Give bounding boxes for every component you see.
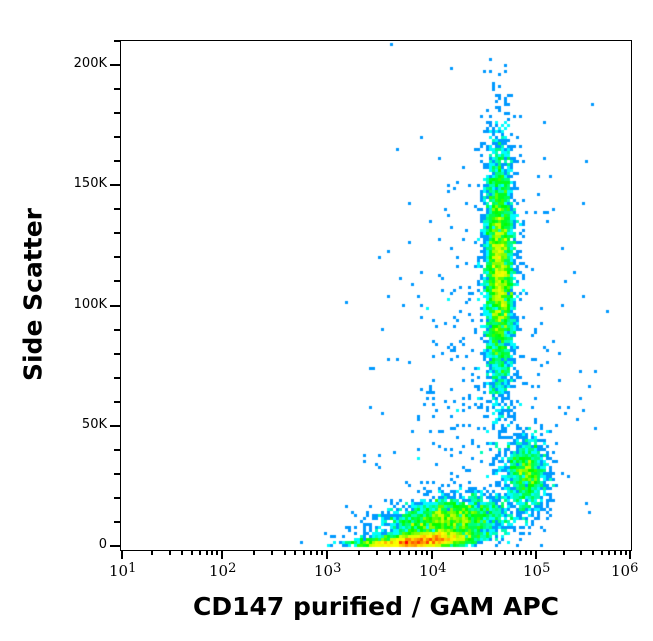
x-major-tick [121,551,123,559]
x-minor-tick [181,551,184,555]
y-minor-tick [114,400,120,403]
y-minor-tick [114,520,120,523]
y-minor-tick [114,496,120,499]
x-minor-tick [511,551,514,555]
x-tick-base: 10 [611,562,631,580]
y-major-tick [110,424,120,427]
x-minor-tick [271,551,274,555]
x-minor-tick [376,551,379,555]
y-major-tick [110,545,120,547]
x-tick-exponent: 5 [542,561,551,576]
y-tick-label: 0 [98,537,107,552]
x-tick-exponent: 3 [333,561,342,576]
x-minor-tick [420,551,423,555]
x-minor-tick [579,551,582,555]
x-tick-label: 105 [523,561,551,580]
x-minor-tick [168,551,171,555]
y-minor-tick [114,136,120,139]
y-tick-label: 200K [73,56,107,71]
x-tick-label: 101 [109,561,137,580]
x-tick-exponent: 4 [438,561,447,576]
y-minor-tick [114,376,120,379]
y-minor-tick [114,352,120,355]
x-minor-tick [591,551,594,555]
x-minor-tick [608,551,611,555]
y-tick-label: 50K [81,416,107,432]
x-minor-tick [614,551,617,555]
x-tick-exponent: 6 [630,561,639,576]
x-minor-tick [480,551,483,555]
x-minor-tick [252,551,255,555]
x-minor-tick [294,551,297,555]
x-minor-tick [524,551,527,555]
x-tick-label: 106 [611,561,639,580]
y-minor-tick [114,280,120,283]
x-tick-base: 10 [109,562,129,580]
y-major-tick [110,184,120,187]
x-minor-tick [211,551,214,555]
x-minor-tick [407,551,410,555]
density-plot-area [120,40,632,551]
y-minor-tick [114,232,120,235]
x-minor-tick [302,551,305,555]
x-minor-tick [205,551,208,555]
x-minor-tick [389,551,392,555]
x-tick-base: 10 [314,562,334,580]
y-tick-label: 100K [73,296,107,312]
x-minor-tick [399,551,402,555]
y-minor-tick [114,208,120,211]
x-minor-tick [426,551,429,555]
y-minor-tick [114,39,120,42]
x-tick-label: 104 [419,561,447,580]
x-minor-tick [357,551,360,555]
y-minor-tick [114,472,120,475]
x-minor-tick [198,551,201,555]
x-tick-base: 10 [419,562,439,580]
x-major-tick [629,551,631,559]
x-minor-tick [309,551,312,555]
y-major-tick [110,64,120,66]
y-minor-tick [114,160,120,163]
x-major-tick [221,551,223,559]
y-minor-tick [114,88,120,91]
x-minor-tick [284,551,287,555]
x-minor-tick [321,551,324,555]
x-minor-tick [315,551,318,555]
x-axis-title: CD147 purified / GAM APC [193,592,559,621]
x-minor-tick [462,551,465,555]
x-minor-tick [151,551,154,555]
y-major-tick [110,304,120,307]
x-minor-tick [414,551,417,555]
x-minor-tick [600,551,603,555]
y-axis-title: Side Scatter [18,208,48,382]
y-tick-label: 150K [73,176,107,192]
x-tick-label: 102 [209,561,237,580]
x-tick-base: 10 [523,562,543,580]
x-minor-tick [503,551,506,555]
x-minor-tick [530,551,533,555]
y-minor-tick [114,448,120,451]
x-minor-tick [518,551,521,555]
x-minor-tick [216,551,219,555]
y-minor-tick [114,328,120,331]
plot-frame [120,40,632,551]
x-major-tick [326,551,328,559]
x-tick-exponent: 2 [228,561,237,576]
x-minor-tick [493,551,496,555]
x-tick-exponent: 1 [128,561,137,576]
x-minor-tick [563,551,566,555]
x-major-tick [535,551,537,559]
x-minor-tick [624,551,627,555]
x-minor-tick [190,551,193,555]
x-tick-base: 10 [209,562,229,580]
x-tick-label: 103 [314,561,342,580]
y-minor-tick [114,256,120,259]
y-minor-tick [114,112,120,115]
x-minor-tick [619,551,622,555]
x-major-tick [431,551,433,559]
